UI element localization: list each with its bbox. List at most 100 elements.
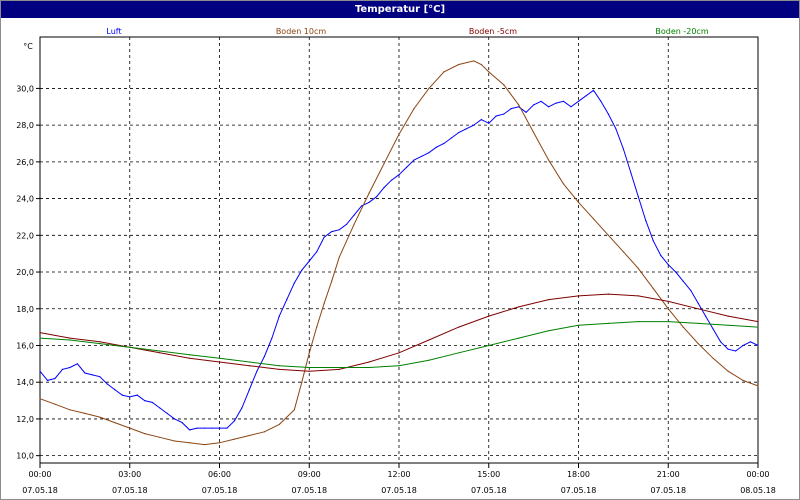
- data-point: [652, 288, 654, 290]
- data-point: [99, 343, 101, 345]
- data-point: [592, 218, 595, 220]
- data-point: [742, 379, 744, 381]
- data-point: [712, 357, 714, 359]
- x-tick-date-label: 08.05.18: [740, 486, 776, 495]
- data-point: [278, 315, 280, 317]
- data-point: [570, 106, 572, 108]
- y-tick-label: 24,0: [16, 195, 34, 204]
- data-point: [473, 124, 475, 126]
- data-point: [562, 100, 565, 102]
- data-point: [398, 174, 400, 176]
- data-point: [480, 119, 482, 121]
- y-tick-label: 10,0: [16, 452, 34, 461]
- data-point: [84, 372, 86, 374]
- data-point: [697, 343, 699, 345]
- data-point: [218, 357, 221, 359]
- data-point: [323, 302, 325, 304]
- data-point: [652, 240, 654, 242]
- data-point: [241, 407, 243, 409]
- data-point: [189, 357, 191, 359]
- data-point: [174, 440, 176, 442]
- data-point: [361, 205, 363, 207]
- data-point: [308, 366, 310, 369]
- data-point: [607, 113, 610, 115]
- x-tick-date-label: 07.05.18: [561, 486, 597, 495]
- data-point: [420, 155, 422, 157]
- data-point: [757, 326, 759, 328]
- data-point: [308, 352, 310, 354]
- data-point: [271, 337, 273, 339]
- x-tick-time-label: 09:00: [298, 470, 321, 479]
- data-point: [458, 352, 460, 354]
- data-point: [293, 282, 295, 284]
- data-point: [383, 163, 385, 165]
- data-point: [308, 260, 310, 262]
- data-point: [233, 438, 236, 440]
- data-point: [218, 442, 221, 444]
- data-point: [727, 324, 729, 326]
- data-point: [405, 166, 408, 168]
- data-point: [667, 308, 669, 310]
- data-point: [69, 339, 71, 341]
- data-point: [592, 89, 595, 91]
- data-point: [181, 422, 183, 424]
- data-point: [203, 427, 206, 429]
- x-tick-time-label: 03:00: [118, 470, 141, 479]
- data-point: [368, 361, 370, 363]
- data-point: [338, 366, 340, 369]
- data-point: [263, 355, 265, 358]
- data-point: [682, 326, 684, 328]
- data-point: [577, 100, 580, 102]
- x-tick-time-label: 18:00: [567, 470, 590, 479]
- data-point: [607, 234, 610, 236]
- data-point: [577, 324, 580, 326]
- data-point: [278, 368, 280, 370]
- x-tick-time-label: 00:00: [28, 470, 51, 479]
- data-point: [727, 315, 729, 317]
- data-point: [91, 374, 93, 376]
- data-point: [114, 422, 116, 424]
- x-tick-date-label: 07.05.18: [112, 486, 148, 495]
- data-point: [151, 401, 153, 403]
- data-point: [106, 383, 108, 385]
- data-point: [757, 385, 759, 387]
- data-point: [667, 321, 669, 323]
- data-point: [248, 365, 250, 367]
- x-tick-time-label: 00:00: [746, 470, 769, 479]
- x-tick-time-label: 06:00: [208, 470, 231, 479]
- data-point: [129, 427, 131, 429]
- data-point: [518, 306, 520, 308]
- y-tick-label: 28,0: [16, 121, 34, 130]
- data-point: [248, 434, 250, 437]
- data-point: [705, 315, 707, 317]
- x-tick-time-label: 15:00: [477, 470, 500, 479]
- data-point: [488, 315, 490, 317]
- data-point: [428, 359, 430, 361]
- y-tick-label: 18,0: [16, 305, 34, 314]
- data-point: [301, 269, 303, 271]
- data-point: [503, 84, 505, 86]
- data-point: [233, 420, 236, 422]
- data-point: [39, 398, 41, 400]
- data-point: [562, 183, 565, 185]
- data-point: [540, 100, 542, 102]
- data-point: [622, 148, 625, 150]
- data-point: [757, 321, 759, 323]
- data-point: [166, 412, 168, 414]
- data-point: [727, 370, 729, 372]
- data-point: [473, 60, 475, 62]
- data-point: [323, 236, 325, 238]
- legend-entry: Luft: [106, 27, 121, 36]
- data-point: [727, 348, 729, 350]
- data-point: [622, 251, 625, 253]
- data-point: [189, 442, 191, 444]
- data-point: [54, 377, 56, 380]
- data-point: [510, 108, 512, 110]
- data-point: [301, 381, 303, 383]
- data-point: [697, 308, 699, 310]
- data-point: [720, 341, 722, 343]
- data-point: [256, 370, 258, 372]
- data-point: [76, 363, 78, 365]
- data-point: [548, 299, 550, 301]
